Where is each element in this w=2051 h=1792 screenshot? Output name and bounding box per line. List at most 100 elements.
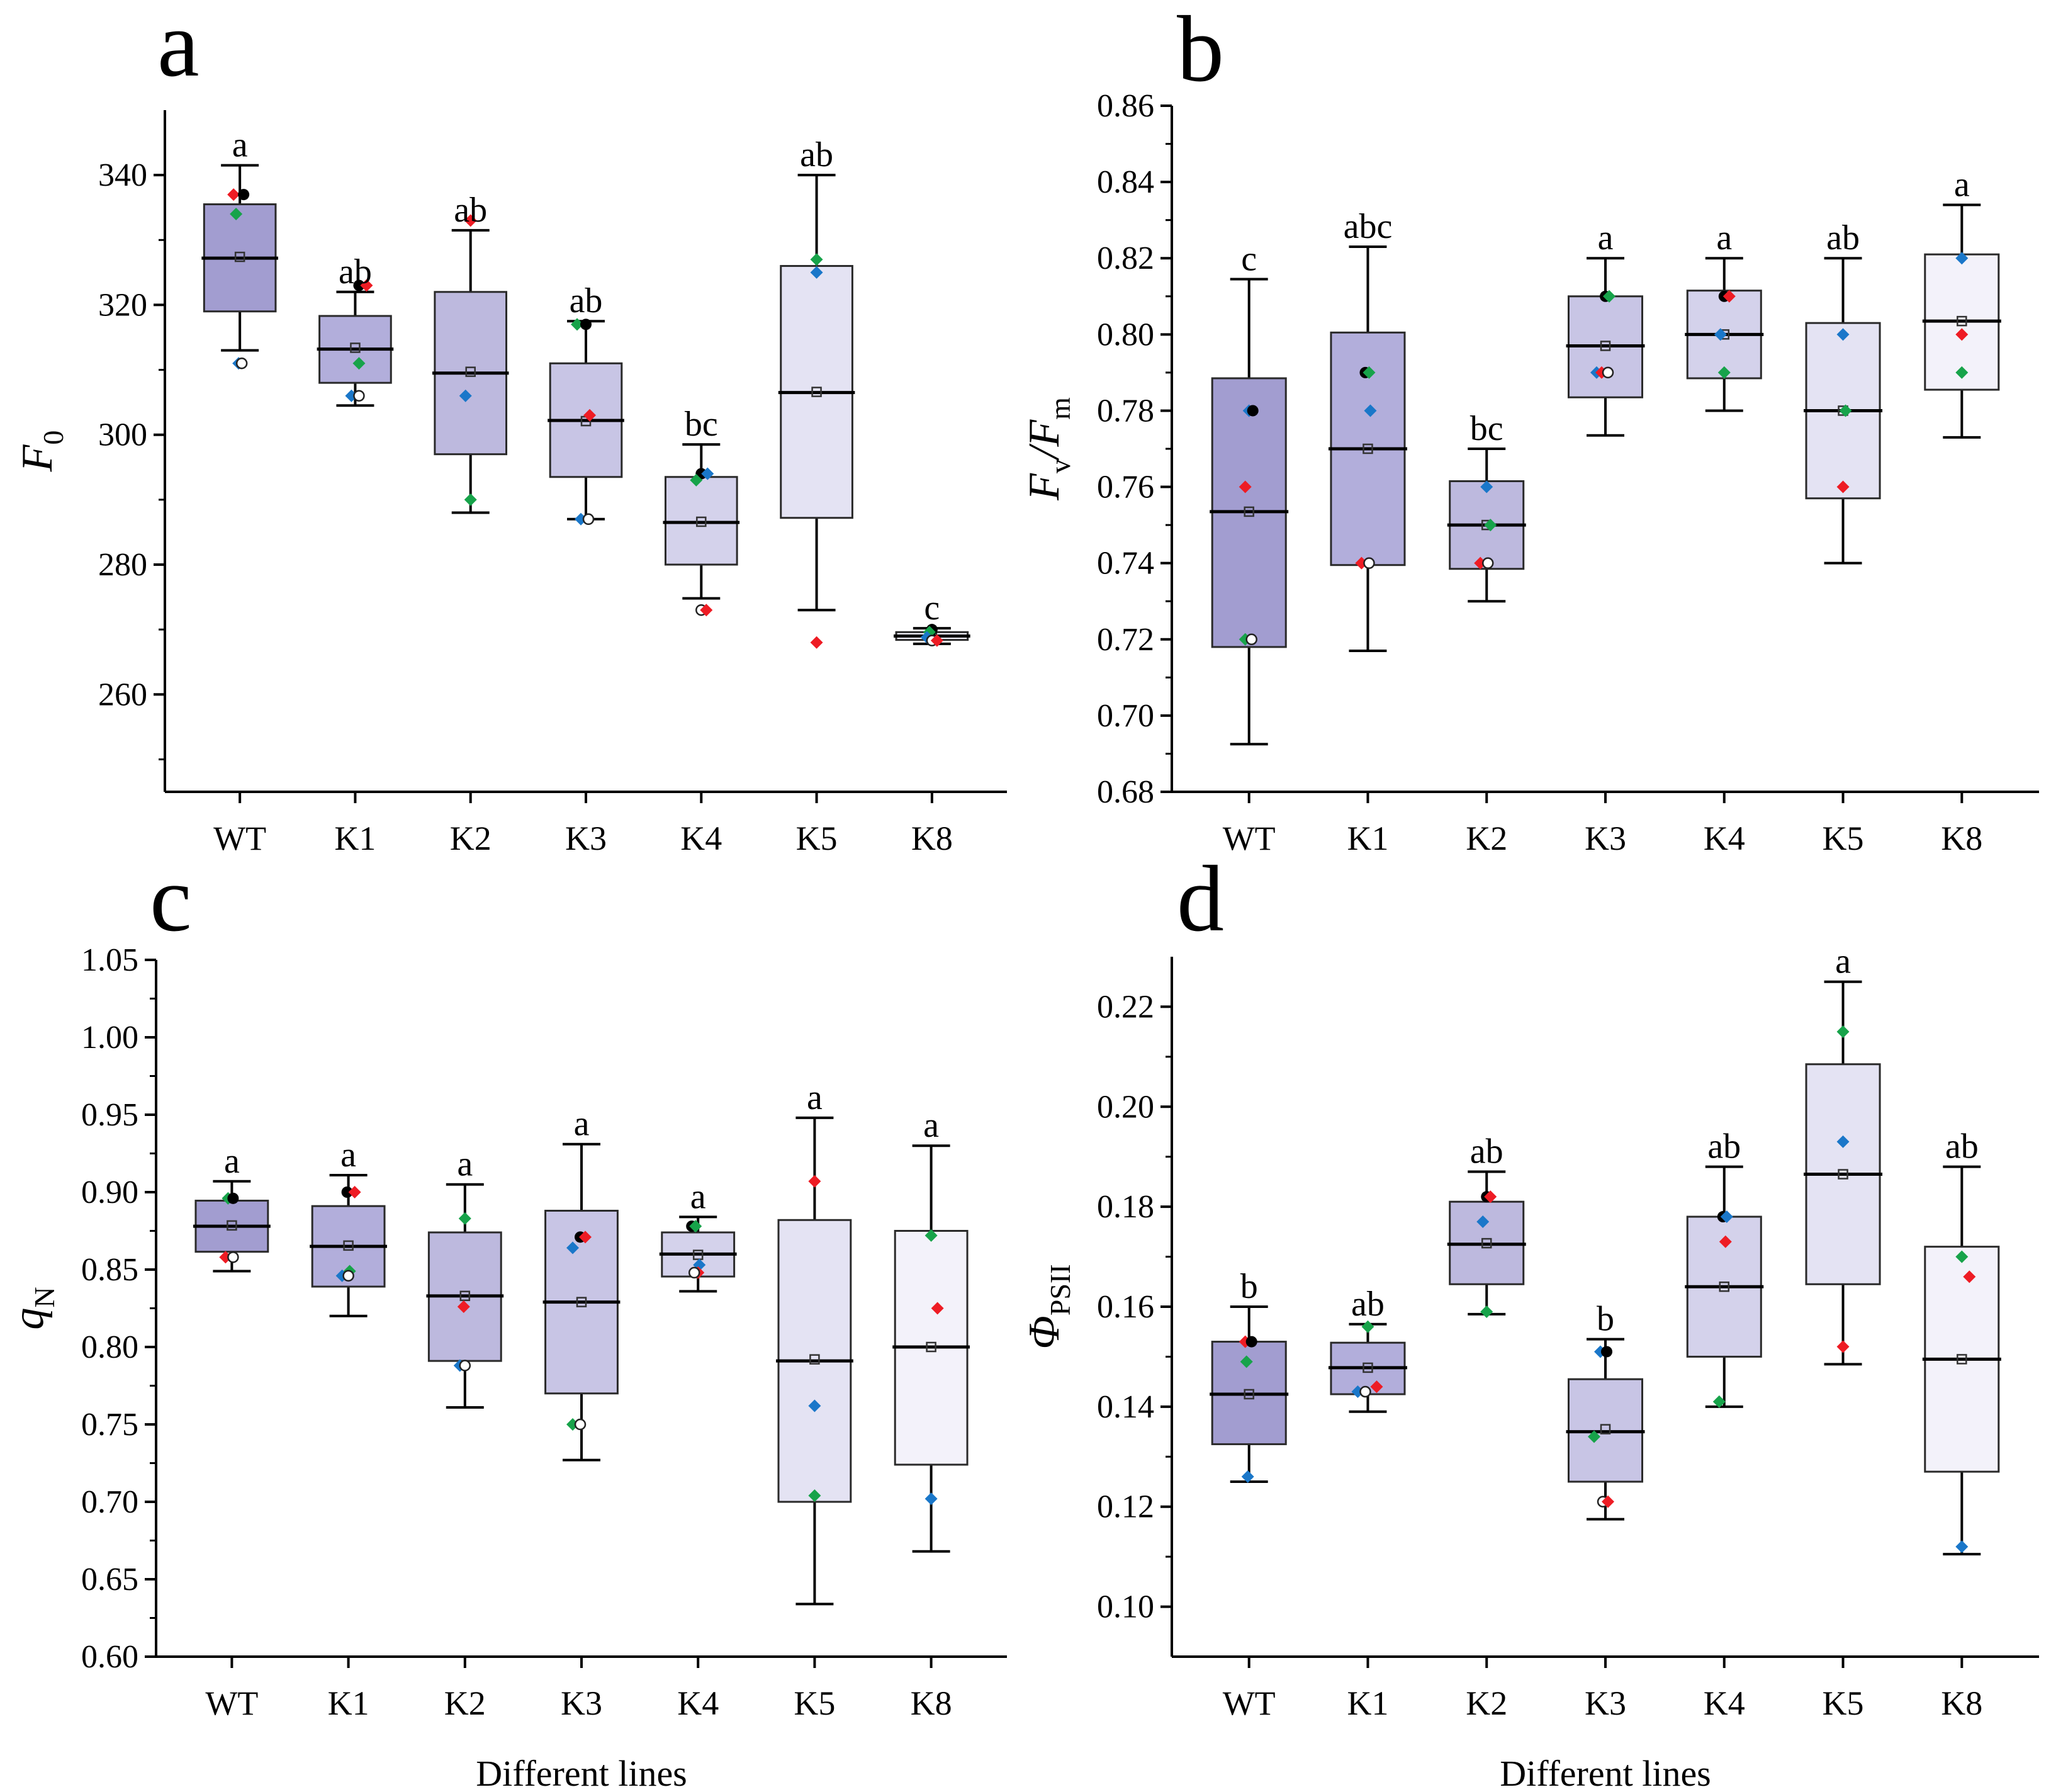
y-tick-label: 0.78 <box>1097 393 1154 429</box>
box-K5: K5 ab <box>778 135 855 857</box>
significance-label: c <box>924 589 940 628</box>
box-K1: K1 ab <box>317 252 394 857</box>
mean-marker <box>465 366 476 377</box>
x-tick-label: K4 <box>1704 1684 1745 1722</box>
y-tick-label: 300 <box>98 417 147 453</box>
data-point <box>1603 290 1616 303</box>
mean-marker <box>1719 1281 1730 1292</box>
y-tick-label: 0.76 <box>1097 470 1154 505</box>
data-point <box>1588 1430 1600 1443</box>
y-tick-label: 0.18 <box>1097 1189 1154 1225</box>
box-K2: K2 ab <box>432 191 509 857</box>
y-tick-label: 0.95 <box>81 1097 138 1133</box>
mean-marker <box>234 251 245 262</box>
data-point <box>924 1229 938 1242</box>
box-K8: K8 a <box>1922 165 2001 857</box>
y-tick-label: 0.68 <box>1097 774 1154 810</box>
box-WT: WT b <box>1210 1267 1289 1722</box>
x-tick-label: K2 <box>444 1684 486 1722</box>
panel-letter: d <box>1177 847 1224 951</box>
x-tick-label: K3 <box>565 820 607 857</box>
x-tick-label: K4 <box>1704 820 1745 857</box>
data-point <box>227 1192 239 1204</box>
box-K2: K2 ab <box>1447 1132 1526 1722</box>
significance-label: ab <box>800 135 833 174</box>
significance-label: ab <box>570 281 603 320</box>
significance-label: bc <box>685 405 718 444</box>
data-point <box>1712 1395 1726 1408</box>
box-K5: K5 a <box>1804 942 1883 1722</box>
data-point <box>1963 1270 1976 1283</box>
data-point <box>458 1212 471 1225</box>
box-K1: K1 abc <box>1328 207 1407 857</box>
mean-marker <box>1244 1389 1254 1400</box>
data-point <box>1364 404 1377 417</box>
data-point <box>1484 519 1497 532</box>
data-point <box>1955 252 1969 265</box>
x-tick-label: K5 <box>1823 820 1864 857</box>
mean-marker <box>350 342 361 353</box>
panel-d-chart: d 0.10 0.12 0.14 0.16 0.18 0.20 0.22 ΦPSII Differ… <box>1020 847 2039 1792</box>
significance-label: a <box>574 1105 590 1144</box>
x-tick-label: K2 <box>450 820 492 857</box>
x-tick-label: K3 <box>561 1684 602 1722</box>
data-point <box>808 1399 821 1412</box>
panel-c-chart: c 0.60 0.65 0.70 0.75 0.80 0.85 0.90 0.95 1.00 1.0… <box>4 847 1007 1792</box>
panel-letter: c <box>150 847 192 951</box>
significance-label: ab <box>1470 1132 1503 1171</box>
mean-marker <box>692 1249 704 1260</box>
mean-marker <box>1363 443 1373 454</box>
data-point <box>1480 1305 1493 1318</box>
data-point <box>700 604 713 617</box>
data-point <box>1602 1495 1614 1508</box>
data-point <box>690 473 703 487</box>
significance-label: a <box>1954 165 1970 204</box>
y-tick-label: 0.20 <box>1097 1089 1154 1125</box>
mean-marker <box>343 1240 354 1251</box>
y-tick-label: 0.80 <box>81 1329 138 1365</box>
x-tick-label: K8 <box>1941 820 1982 857</box>
significance-label: ab <box>454 191 487 230</box>
significance-label: a <box>1598 218 1614 257</box>
x-tick-label: WT <box>205 1684 258 1722</box>
mean-marker <box>1838 1169 1848 1180</box>
data-point <box>1484 1190 1497 1203</box>
box-K2: K2 bc <box>1447 409 1526 857</box>
significance-label: bc <box>1470 409 1503 448</box>
x-tick-label: K8 <box>911 820 953 857</box>
significance-label: a <box>1835 942 1851 981</box>
box-WT: WT a <box>201 126 278 857</box>
data-point <box>464 214 477 227</box>
data-point <box>1601 1346 1612 1358</box>
data-point <box>1247 405 1259 417</box>
significance-label: a <box>1716 218 1732 257</box>
x-tick-label: WT <box>1223 820 1276 857</box>
box-K3: K3 a <box>542 1105 621 1722</box>
data-point <box>1359 1385 1371 1398</box>
y-tick-label: 0.22 <box>1097 989 1154 1025</box>
y-tick-label: 1.05 <box>81 942 138 978</box>
data-point <box>574 1418 587 1431</box>
y-tick-label: 0.70 <box>1097 698 1154 734</box>
x-tick-label: K1 <box>1347 820 1388 857</box>
data-point <box>810 636 823 649</box>
box-K4: K4 ab <box>1685 1127 1764 1722</box>
y-tick-label: 1.00 <box>81 1020 138 1056</box>
y-tick-label: 0.12 <box>1097 1489 1154 1525</box>
data-point <box>1955 328 1969 341</box>
data-point <box>701 467 714 480</box>
x-tick-label: K1 <box>1347 1684 1388 1722</box>
significance-label: b <box>1597 1300 1614 1339</box>
x-tick-label: K8 <box>911 1684 952 1722</box>
mean-marker <box>809 1354 820 1365</box>
data-point <box>571 318 583 331</box>
data-point <box>238 189 250 201</box>
box-K4: K4 a <box>1685 218 1764 857</box>
data-point <box>227 188 240 201</box>
data-point <box>342 1270 354 1282</box>
significance-label: ab <box>1826 218 1860 257</box>
mean-marker <box>227 1220 237 1231</box>
significance-label: a <box>690 1177 706 1216</box>
data-point <box>1480 480 1493 493</box>
